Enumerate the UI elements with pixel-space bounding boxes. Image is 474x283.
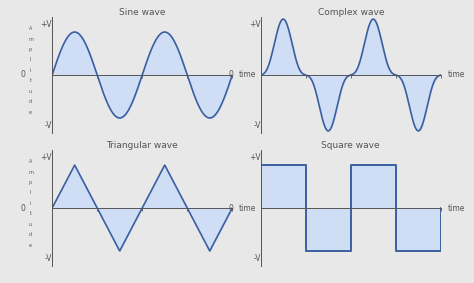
Text: m: m (28, 170, 33, 175)
Text: e: e (29, 110, 32, 115)
Text: time: time (447, 203, 465, 213)
Text: A: A (29, 159, 32, 164)
Text: -V: -V (253, 121, 261, 130)
Text: p: p (29, 47, 32, 52)
Text: e: e (29, 243, 32, 248)
Bar (306, 208, 351, 251)
Title: Square wave: Square wave (321, 141, 380, 150)
Text: l: l (30, 57, 31, 63)
Text: l: l (30, 190, 31, 196)
Text: +V: +V (249, 153, 261, 162)
Text: 0: 0 (229, 203, 234, 213)
Text: -V: -V (253, 254, 261, 263)
Bar (396, 208, 441, 251)
Text: time: time (239, 203, 256, 213)
Text: -V: -V (45, 254, 52, 263)
Text: p: p (29, 180, 32, 185)
Text: A: A (29, 26, 32, 31)
Text: u: u (29, 89, 32, 94)
Bar (351, 165, 396, 208)
Text: i: i (30, 68, 31, 73)
Text: u: u (29, 222, 32, 227)
Title: Triangular wave: Triangular wave (106, 141, 178, 150)
Text: +V: +V (40, 20, 52, 29)
Text: d: d (29, 232, 32, 237)
Text: +V: +V (40, 153, 52, 162)
Text: t: t (29, 211, 32, 216)
Text: d: d (29, 99, 32, 104)
Text: 0: 0 (20, 203, 25, 213)
Title: Complex wave: Complex wave (318, 8, 384, 17)
Text: m: m (28, 37, 33, 42)
Text: t: t (29, 78, 32, 83)
Text: 0: 0 (20, 70, 25, 80)
Text: +V: +V (249, 20, 261, 29)
Title: Sine wave: Sine wave (119, 8, 165, 17)
Text: 0: 0 (229, 70, 234, 80)
Text: i: i (30, 201, 31, 206)
Text: time: time (447, 70, 465, 80)
Bar (261, 165, 306, 208)
Text: time: time (239, 70, 256, 80)
Text: -V: -V (45, 121, 52, 130)
